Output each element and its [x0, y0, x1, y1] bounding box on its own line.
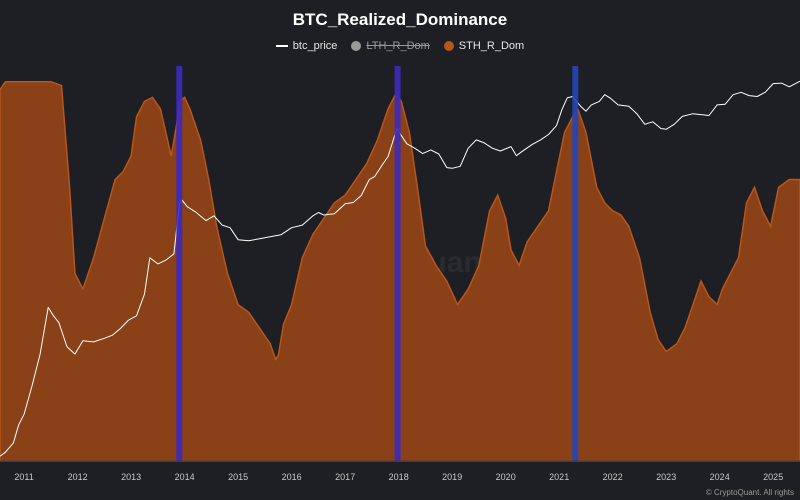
price-line-layer: [0, 80, 800, 457]
x-tick-label: 2015: [228, 472, 248, 482]
legend-line-icon: [275, 45, 288, 47]
x-tick-label: 2018: [389, 472, 409, 482]
vertical-band-layer: [176, 66, 579, 461]
x-tick-label: 2024: [710, 472, 730, 482]
x-tick-label: 2017: [335, 472, 355, 482]
legend-dot-icon: [351, 41, 362, 51]
x-tick-label: 2011: [14, 472, 33, 482]
vertical-band-3: [572, 66, 579, 461]
x-tick-label: 2016: [282, 472, 302, 482]
legend-item-btc-price[interactable]: btc_price: [275, 40, 338, 52]
x-tick-label: 2019: [442, 472, 462, 482]
btc-price-line: [0, 80, 800, 457]
chart-legend: btc_price LTH_R_Dom STH_R_Dom: [0, 40, 800, 52]
vertical-band-1: [176, 66, 183, 461]
legend-label-btc-price: btc_price: [292, 40, 338, 52]
x-tick-layer: 2011 2012 2013 2014 2015 2016 2017 2018 2019 2020…: [14, 472, 783, 482]
x-tick-label: 2014: [175, 472, 195, 482]
x-tick-label: 2012: [68, 472, 88, 482]
x-tick-label: 2020: [496, 472, 516, 482]
legend-dot-icon: [443, 41, 454, 51]
chart-title: BTC_Realized_Dominance: [292, 10, 508, 29]
legend-item-lth-r-dom[interactable]: LTH_R_Dom: [351, 40, 430, 52]
x-tick-label: 2025: [763, 472, 783, 482]
x-tick-label: 2022: [603, 472, 623, 482]
copyright-notice: © CryptoQuant. All rights: [705, 488, 794, 497]
legend-item-sth-r-dom[interactable]: STH_R_Dom: [443, 40, 525, 52]
x-tick-label: 2023: [656, 472, 676, 482]
legend-label-lth-r-dom: LTH_R_Dom: [366, 40, 430, 52]
legend-label-sth-r-dom: STH_R_Dom: [458, 40, 525, 52]
x-tick-label: 2013: [121, 472, 141, 482]
x-tick-label: 2021: [549, 472, 569, 482]
vertical-band-2: [394, 66, 401, 461]
